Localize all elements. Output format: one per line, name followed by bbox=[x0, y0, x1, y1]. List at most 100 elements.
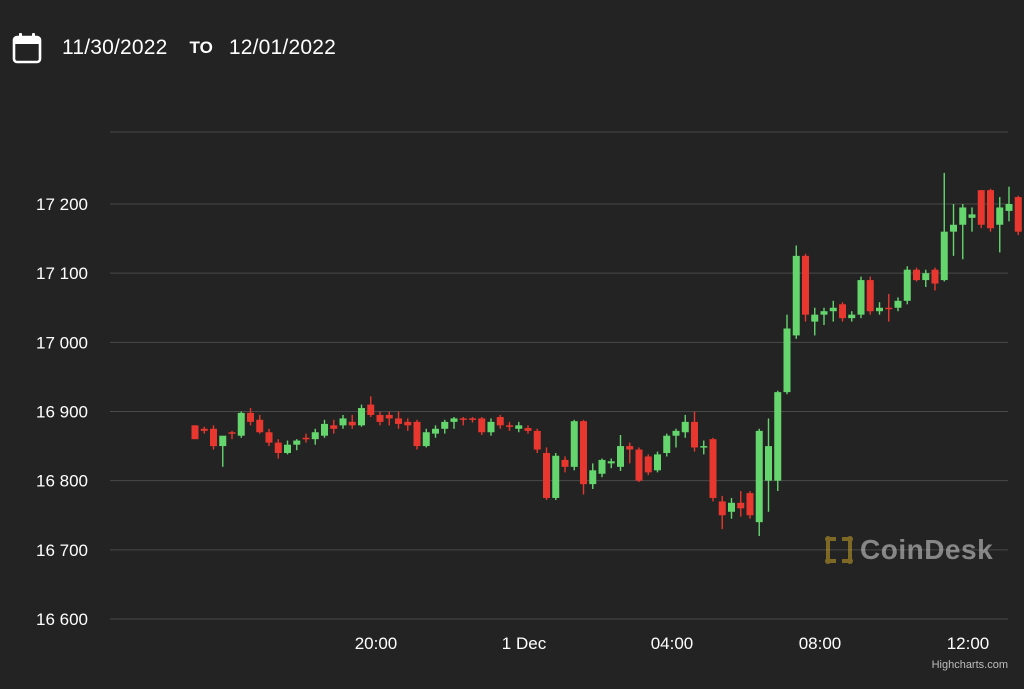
candle[interactable] bbox=[1005, 186, 1013, 222]
candle[interactable] bbox=[968, 207, 976, 232]
candle[interactable] bbox=[977, 190, 985, 229]
candle[interactable] bbox=[450, 417, 458, 429]
candle-body bbox=[718, 501, 726, 516]
candle[interactable] bbox=[284, 440, 291, 455]
candle[interactable] bbox=[1014, 195, 1022, 236]
candle[interactable] bbox=[728, 497, 735, 519]
candle[interactable] bbox=[654, 451, 661, 473]
candle[interactable] bbox=[635, 447, 643, 483]
candle[interactable] bbox=[931, 267, 939, 291]
candle[interactable] bbox=[459, 417, 467, 426]
candle[interactable] bbox=[358, 404, 365, 427]
candle[interactable] bbox=[515, 421, 523, 433]
candle[interactable] bbox=[700, 440, 708, 455]
candle[interactable] bbox=[237, 411, 245, 438]
candle[interactable] bbox=[765, 418, 772, 512]
candle[interactable] bbox=[506, 421, 513, 431]
candle[interactable] bbox=[598, 458, 606, 478]
candle[interactable] bbox=[321, 419, 328, 438]
candle[interactable] bbox=[839, 302, 846, 322]
candle[interactable] bbox=[681, 414, 689, 438]
candle[interactable] bbox=[755, 428, 763, 536]
candle[interactable] bbox=[792, 245, 800, 339]
candle[interactable] bbox=[552, 453, 560, 501]
candle[interactable] bbox=[570, 419, 578, 471]
candle-body bbox=[404, 421, 412, 426]
candle[interactable] bbox=[469, 417, 476, 423]
candle[interactable] bbox=[533, 428, 541, 453]
calendar-icon[interactable] bbox=[12, 32, 42, 64]
candle[interactable] bbox=[996, 197, 1004, 253]
highcharts-credit[interactable]: Highcharts.com bbox=[931, 659, 1008, 671]
candle[interactable] bbox=[811, 307, 819, 336]
candle[interactable] bbox=[876, 302, 883, 315]
candle[interactable] bbox=[385, 411, 393, 426]
candle-body bbox=[950, 224, 957, 232]
candle[interactable] bbox=[422, 428, 430, 448]
candle[interactable] bbox=[413, 419, 421, 450]
candle[interactable] bbox=[580, 419, 587, 495]
candle[interactable] bbox=[626, 442, 634, 464]
candle[interactable] bbox=[783, 314, 791, 395]
candle[interactable] bbox=[663, 433, 671, 457]
candle[interactable] bbox=[987, 188, 994, 232]
candle[interactable] bbox=[191, 425, 199, 440]
candle[interactable] bbox=[311, 428, 319, 445]
candle[interactable] bbox=[200, 426, 208, 434]
candle[interactable] bbox=[718, 495, 726, 530]
candle[interactable] bbox=[802, 253, 809, 322]
candle[interactable] bbox=[330, 419, 338, 434]
date-range-bar: 11/30/2022 TO 12/01/2022 bbox=[12, 28, 336, 68]
candle[interactable] bbox=[367, 396, 375, 418]
candle[interactable] bbox=[441, 419, 449, 434]
candle[interactable] bbox=[950, 204, 957, 256]
candle[interactable] bbox=[432, 425, 439, 438]
candle[interactable] bbox=[274, 439, 282, 459]
candle[interactable] bbox=[589, 463, 597, 489]
candle[interactable] bbox=[922, 269, 930, 287]
candle[interactable] bbox=[617, 435, 624, 471]
candle[interactable] bbox=[848, 311, 856, 322]
candle[interactable] bbox=[228, 430, 236, 440]
candle[interactable] bbox=[903, 266, 911, 305]
candle[interactable] bbox=[404, 418, 412, 431]
candle[interactable] bbox=[339, 414, 347, 429]
candle[interactable] bbox=[940, 172, 948, 282]
candle[interactable] bbox=[959, 204, 967, 260]
candle[interactable] bbox=[376, 411, 384, 426]
candle[interactable] bbox=[265, 428, 273, 447]
candle[interactable] bbox=[913, 267, 920, 282]
candle[interactable] bbox=[478, 417, 486, 436]
candle[interactable] bbox=[829, 300, 837, 322]
candle[interactable] bbox=[737, 491, 745, 517]
candle[interactable] bbox=[746, 491, 754, 519]
candle[interactable] bbox=[644, 454, 652, 476]
candle[interactable] bbox=[247, 408, 254, 426]
candle[interactable] bbox=[885, 293, 893, 322]
candle[interactable] bbox=[302, 433, 310, 443]
to-date[interactable]: 12/01/2022 bbox=[228, 36, 336, 59]
candle[interactable] bbox=[524, 425, 532, 434]
candle[interactable] bbox=[210, 425, 217, 450]
candle[interactable] bbox=[820, 307, 828, 326]
candle[interactable] bbox=[709, 437, 717, 502]
candle[interactable] bbox=[894, 297, 902, 312]
candle[interactable] bbox=[672, 428, 680, 448]
candle[interactable] bbox=[256, 414, 264, 434]
candle[interactable] bbox=[293, 439, 301, 451]
candle-body bbox=[811, 314, 819, 322]
candle[interactable] bbox=[774, 390, 782, 492]
candle[interactable] bbox=[348, 414, 356, 429]
candle[interactable] bbox=[543, 447, 550, 501]
candle[interactable] bbox=[561, 456, 569, 473]
from-date[interactable]: 11/30/2022 bbox=[62, 36, 168, 59]
candle[interactable] bbox=[496, 414, 504, 429]
candle[interactable] bbox=[691, 411, 698, 452]
candle[interactable] bbox=[219, 435, 227, 467]
candle[interactable] bbox=[857, 276, 865, 319]
candle[interactable] bbox=[866, 276, 874, 315]
candle[interactable] bbox=[607, 458, 615, 469]
candle[interactable] bbox=[395, 411, 402, 429]
candle[interactable] bbox=[487, 418, 495, 436]
